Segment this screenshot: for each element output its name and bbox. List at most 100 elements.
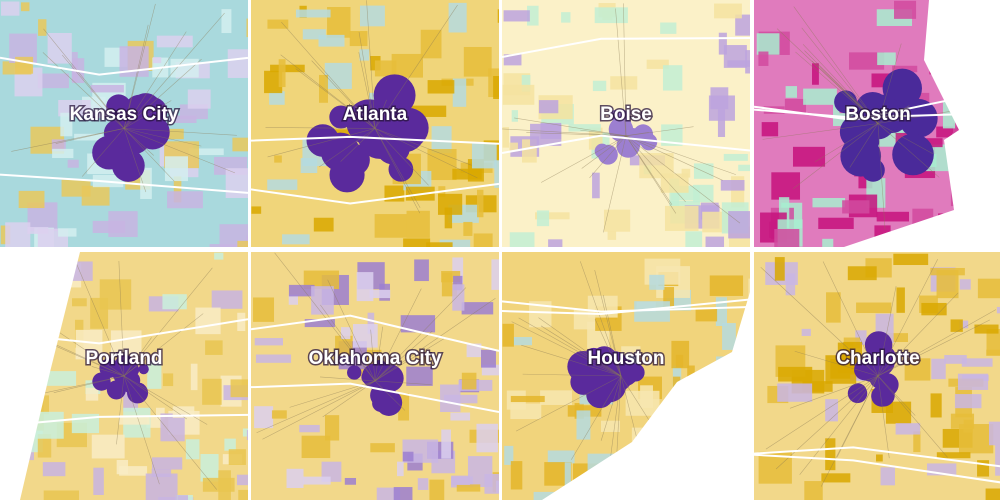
region bbox=[349, 31, 368, 47]
region bbox=[288, 294, 299, 305]
road bbox=[374, 338, 445, 382]
region bbox=[634, 301, 670, 322]
region bbox=[267, 19, 289, 29]
region bbox=[671, 340, 690, 369]
road bbox=[123, 337, 152, 377]
region bbox=[271, 410, 287, 419]
region bbox=[91, 434, 125, 459]
road bbox=[123, 58, 202, 129]
region bbox=[274, 155, 282, 163]
region bbox=[723, 153, 748, 161]
region bbox=[156, 35, 193, 48]
road bbox=[502, 128, 627, 137]
road bbox=[765, 375, 879, 450]
region bbox=[236, 474, 248, 486]
urban-core bbox=[626, 363, 645, 382]
road bbox=[123, 3, 156, 129]
region bbox=[930, 393, 942, 418]
road bbox=[877, 43, 902, 124]
road bbox=[327, 279, 376, 382]
region bbox=[603, 209, 631, 232]
city-label: Atlanta bbox=[343, 104, 408, 125]
road bbox=[374, 326, 384, 382]
region bbox=[957, 373, 989, 390]
region bbox=[162, 294, 187, 310]
map-panel bbox=[0, 0, 248, 247]
region bbox=[93, 467, 104, 495]
road bbox=[579, 261, 622, 377]
urban-core bbox=[347, 365, 362, 380]
map-panel bbox=[502, 252, 750, 500]
region bbox=[444, 207, 453, 229]
region bbox=[758, 51, 769, 66]
region bbox=[538, 100, 559, 114]
region bbox=[190, 363, 198, 391]
region bbox=[419, 355, 427, 364]
region bbox=[509, 142, 518, 152]
region bbox=[370, 443, 395, 453]
region bbox=[369, 289, 391, 299]
region bbox=[414, 259, 429, 282]
region bbox=[494, 160, 499, 188]
urban-core bbox=[92, 135, 127, 170]
road bbox=[794, 350, 879, 377]
region bbox=[944, 355, 967, 364]
region bbox=[986, 349, 1000, 356]
region bbox=[173, 176, 182, 203]
road bbox=[602, 294, 622, 377]
road bbox=[374, 128, 478, 179]
region bbox=[771, 172, 801, 200]
region bbox=[681, 168, 691, 178]
region bbox=[255, 354, 292, 363]
region bbox=[461, 372, 477, 390]
road bbox=[594, 269, 622, 377]
road bbox=[274, 252, 376, 382]
road bbox=[776, 28, 879, 124]
region bbox=[417, 478, 429, 490]
region bbox=[40, 371, 77, 386]
region bbox=[359, 5, 385, 27]
region bbox=[510, 403, 542, 420]
region bbox=[205, 340, 223, 355]
region bbox=[497, 9, 499, 23]
region bbox=[452, 257, 464, 284]
region bbox=[530, 123, 562, 146]
region bbox=[304, 319, 335, 328]
region bbox=[237, 240, 248, 247]
region bbox=[5, 222, 31, 247]
road bbox=[374, 128, 472, 166]
road bbox=[123, 128, 147, 193]
urban-core bbox=[135, 115, 170, 150]
road bbox=[91, 366, 125, 377]
region bbox=[693, 163, 714, 179]
urban-core bbox=[131, 388, 147, 404]
region bbox=[303, 270, 340, 290]
region bbox=[921, 302, 947, 316]
road bbox=[591, 363, 622, 377]
region bbox=[876, 454, 883, 462]
road bbox=[123, 128, 202, 147]
region bbox=[146, 416, 163, 428]
region bbox=[996, 306, 1000, 314]
road bbox=[762, 123, 879, 140]
region bbox=[21, 2, 30, 12]
region bbox=[453, 275, 463, 291]
region bbox=[777, 383, 813, 402]
road bbox=[789, 375, 879, 409]
region bbox=[463, 221, 473, 236]
region bbox=[402, 451, 414, 462]
region bbox=[242, 428, 248, 437]
road bbox=[877, 123, 933, 154]
region bbox=[427, 80, 455, 94]
region bbox=[663, 287, 675, 309]
region bbox=[251, 206, 262, 214]
region bbox=[152, 57, 162, 64]
region bbox=[471, 143, 497, 169]
urban-core bbox=[106, 380, 126, 400]
border bbox=[502, 300, 750, 313]
region bbox=[510, 461, 523, 490]
region bbox=[576, 410, 591, 440]
region bbox=[431, 126, 452, 154]
region bbox=[391, 53, 423, 78]
road bbox=[358, 32, 376, 129]
